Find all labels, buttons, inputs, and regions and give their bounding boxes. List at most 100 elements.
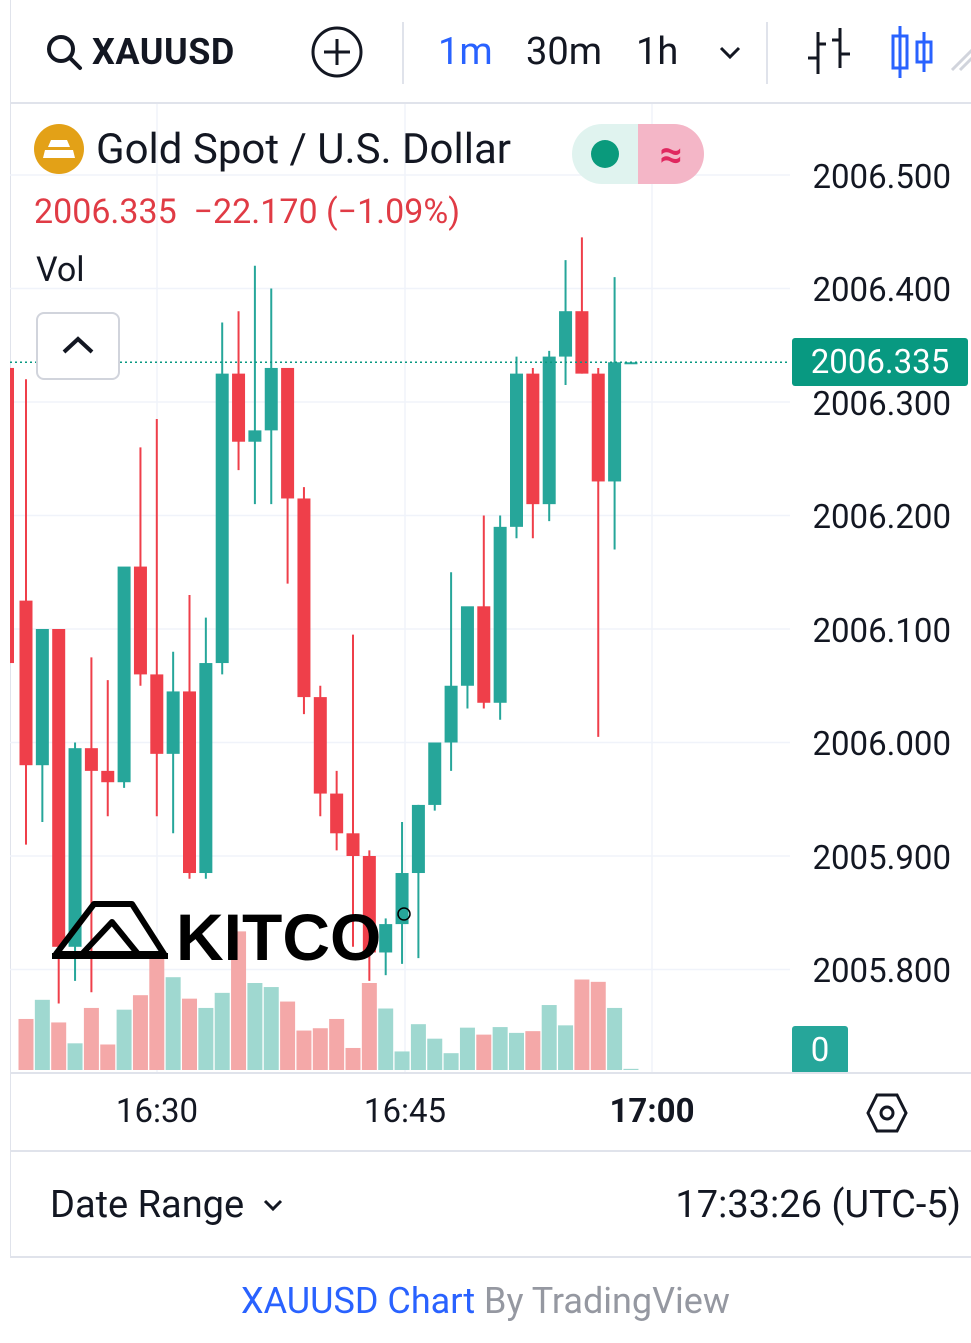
interval-dropdown-button[interactable] bbox=[716, 0, 744, 104]
volume-bar bbox=[345, 1047, 361, 1070]
change-value: −22.170 bbox=[193, 192, 318, 232]
candle-body bbox=[166, 691, 180, 754]
candle-body bbox=[526, 373, 540, 505]
price-axis-label: 2006.400 bbox=[812, 271, 951, 310]
volume-bar bbox=[476, 1034, 492, 1070]
interval-1m-button[interactable]: 1m bbox=[438, 30, 493, 74]
last-price-badge: 2006.335 bbox=[792, 338, 968, 386]
market-status-pill[interactable]: ≈ bbox=[572, 124, 704, 184]
volume-bar bbox=[296, 1030, 312, 1070]
candle-body bbox=[379, 924, 393, 953]
candle-body bbox=[10, 367, 14, 664]
candle-body bbox=[19, 600, 33, 766]
candle-body bbox=[428, 742, 442, 805]
volume-bar bbox=[525, 1031, 541, 1070]
volume-bar bbox=[83, 1007, 99, 1070]
plus-circle-icon bbox=[311, 26, 363, 78]
volume-bar bbox=[459, 1027, 475, 1070]
candle-body bbox=[199, 663, 213, 874]
price-axis-label: 2005.800 bbox=[812, 952, 951, 991]
symbol-legend: Gold Spot / U.S. Dollar bbox=[34, 124, 511, 174]
settings-hexagon-icon bbox=[866, 1093, 908, 1133]
chart-settings-button[interactable] bbox=[866, 1092, 908, 1138]
candle-body bbox=[444, 685, 458, 743]
candle-body bbox=[150, 674, 164, 754]
candle-body bbox=[559, 311, 573, 357]
toolbar-separator bbox=[402, 22, 404, 84]
volume-bar bbox=[558, 1025, 574, 1070]
price-axis-label: 2006.100 bbox=[812, 612, 951, 651]
candle-body bbox=[248, 430, 262, 442]
compare-symbol-button[interactable] bbox=[310, 0, 364, 104]
symbol-search-button[interactable]: XAUUSD bbox=[44, 0, 235, 104]
symbol-description: Gold Spot / U.S. Dollar bbox=[96, 124, 512, 174]
candle-body bbox=[297, 498, 311, 698]
price-axis-label: 2006.000 bbox=[812, 725, 951, 764]
candle-body bbox=[35, 629, 49, 766]
candles-style-button[interactable] bbox=[888, 0, 938, 104]
volume-bar bbox=[492, 1027, 508, 1070]
volume-bar bbox=[132, 995, 148, 1070]
price-chart[interactable]: Gold Spot / U.S. Dollar ≈ 2006.335 −22.1… bbox=[10, 104, 971, 1074]
volume-bar bbox=[394, 1051, 410, 1070]
candlestick-plot[interactable] bbox=[10, 104, 971, 1072]
change-percent: (−1.09%) bbox=[326, 192, 461, 232]
candle-body bbox=[133, 566, 147, 675]
date-range-button[interactable]: Date Range bbox=[50, 1152, 288, 1258]
time-axis[interactable]: 16:30 16:45 17:00 bbox=[10, 1072, 971, 1150]
volume-bar bbox=[427, 1038, 443, 1070]
volume-bar bbox=[247, 983, 263, 1070]
volume-bar bbox=[34, 999, 50, 1070]
candle-body bbox=[281, 367, 295, 499]
volume-bar bbox=[574, 979, 590, 1070]
volume-bar bbox=[67, 1043, 83, 1070]
candle-body bbox=[264, 367, 278, 431]
candle-body bbox=[117, 566, 131, 783]
search-icon bbox=[47, 35, 82, 70]
candle-body bbox=[591, 373, 605, 482]
time-axis-label: 16:45 bbox=[363, 1092, 447, 1131]
candle-body bbox=[362, 856, 376, 953]
time-axis-label: 17:00 bbox=[609, 1092, 695, 1131]
bottom-toolbar: Date Range 17:33:26 (UTC-5) bbox=[10, 1150, 971, 1258]
drawing-tools-button[interactable] bbox=[950, 0, 971, 104]
candle-body bbox=[477, 606, 491, 703]
market-open-dot-icon bbox=[591, 140, 619, 168]
kitco-wordmark: KITCO bbox=[176, 900, 381, 968]
delayed-data-icon: ≈ bbox=[638, 124, 704, 184]
candle-body bbox=[101, 770, 115, 783]
candle-body bbox=[330, 793, 344, 834]
candle-body bbox=[460, 606, 474, 686]
volume-bar bbox=[443, 1053, 459, 1070]
kitco-logo: KITCO bbox=[52, 898, 420, 974]
date-range-label: Date Range bbox=[50, 1183, 245, 1227]
candle-body bbox=[84, 748, 98, 771]
candle-body bbox=[215, 373, 229, 664]
chevron-down-icon bbox=[719, 46, 741, 60]
interval-30m-button[interactable]: 30m bbox=[526, 30, 603, 74]
volume-bar bbox=[231, 931, 247, 1070]
toolbar-separator bbox=[766, 22, 768, 84]
chevron-up-icon bbox=[62, 336, 94, 354]
volume-bar bbox=[509, 1032, 524, 1070]
chart-credit-link[interactable]: XAUUSD Chart bbox=[241, 1280, 476, 1322]
volume-bar bbox=[329, 1018, 345, 1070]
volume-bar bbox=[51, 1022, 67, 1070]
volume-bar bbox=[607, 1007, 623, 1070]
volume-bar bbox=[378, 1008, 394, 1070]
volume-bar bbox=[214, 992, 230, 1070]
interval-1h-button[interactable]: 1h bbox=[636, 30, 679, 74]
timezone-clock[interactable]: 17:33:26 (UTC-5) bbox=[675, 1183, 961, 1227]
volume-bar bbox=[361, 983, 377, 1070]
gold-bars-icon bbox=[34, 124, 84, 174]
volume-bar bbox=[100, 1044, 116, 1070]
candle-body bbox=[68, 748, 82, 947]
chart-toolbar: XAUUSD 1m 30m 1h bbox=[10, 0, 971, 104]
volume-bar bbox=[410, 1024, 426, 1070]
candle-body bbox=[313, 697, 327, 794]
volume-bar bbox=[198, 1007, 214, 1070]
volume-bar bbox=[280, 1001, 296, 1070]
volume-bar bbox=[623, 1068, 639, 1070]
bar-style-button[interactable] bbox=[804, 0, 854, 104]
collapse-legend-button[interactable] bbox=[36, 312, 120, 380]
